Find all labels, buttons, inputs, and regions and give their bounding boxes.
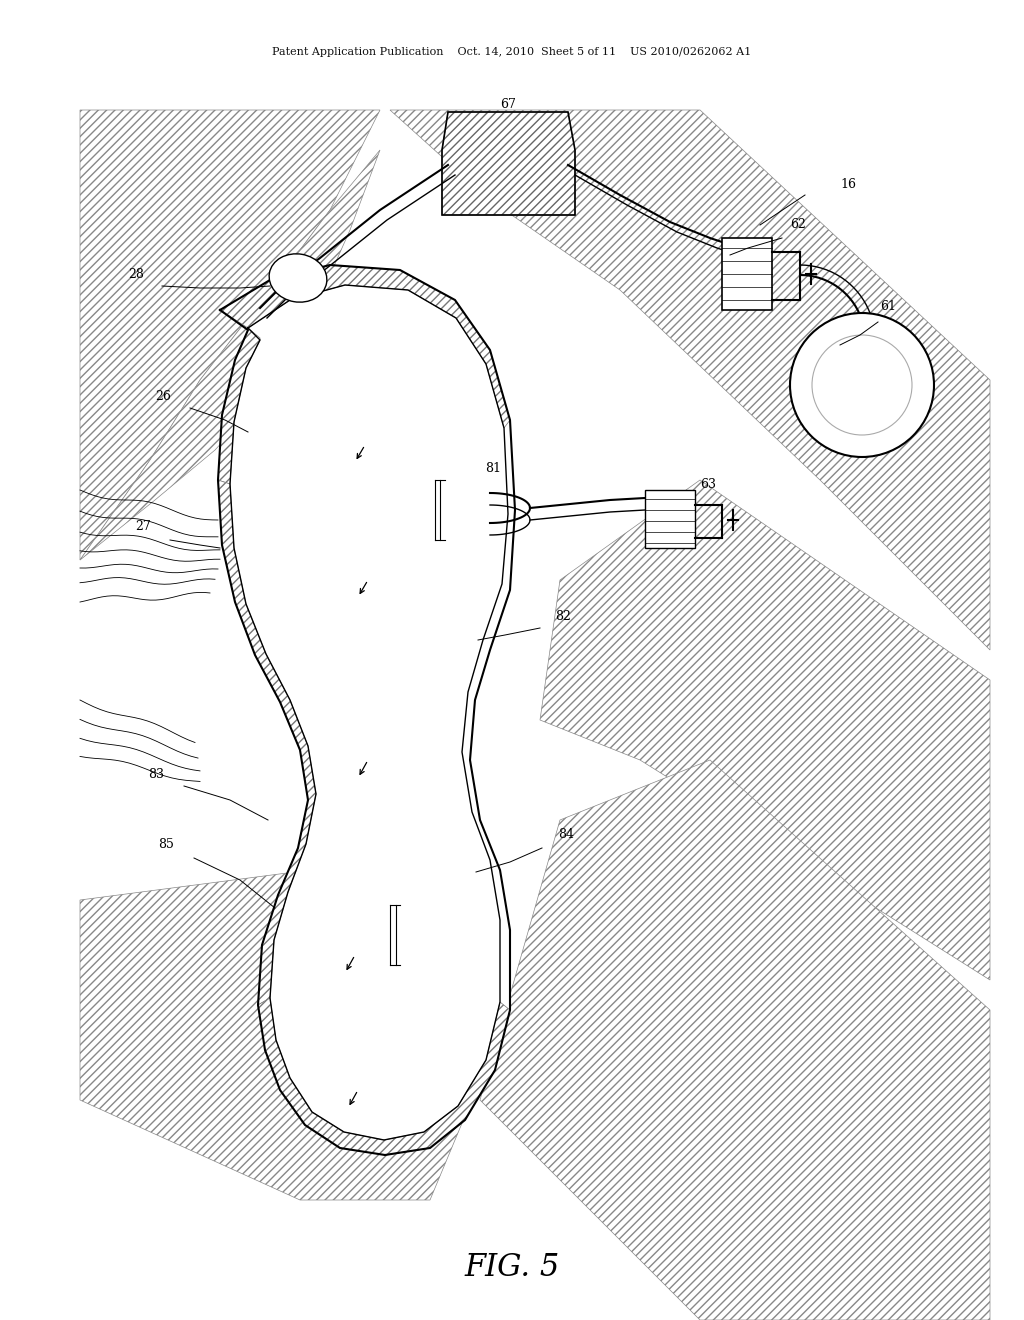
Polygon shape bbox=[390, 110, 990, 649]
Polygon shape bbox=[80, 150, 380, 560]
Text: 83: 83 bbox=[148, 768, 164, 781]
Polygon shape bbox=[480, 760, 990, 1320]
Text: FIG. 5: FIG. 5 bbox=[464, 1253, 560, 1283]
Text: 26: 26 bbox=[155, 389, 171, 403]
Ellipse shape bbox=[269, 253, 327, 302]
Text: 16: 16 bbox=[840, 178, 856, 191]
Text: 28: 28 bbox=[128, 268, 144, 281]
Text: 85: 85 bbox=[158, 838, 174, 851]
Polygon shape bbox=[80, 870, 480, 1200]
Text: 27: 27 bbox=[135, 520, 151, 533]
Text: 63: 63 bbox=[700, 478, 716, 491]
Text: 82: 82 bbox=[555, 610, 570, 623]
Polygon shape bbox=[258, 998, 510, 1155]
Polygon shape bbox=[80, 110, 380, 560]
Polygon shape bbox=[218, 327, 260, 484]
Text: 84: 84 bbox=[558, 828, 574, 841]
Circle shape bbox=[790, 313, 934, 457]
Text: 61: 61 bbox=[880, 300, 896, 313]
Text: Patent Application Publication    Oct. 14, 2010  Sheet 5 of 11    US 2010/026206: Patent Application Publication Oct. 14, … bbox=[272, 48, 752, 57]
Polygon shape bbox=[540, 480, 990, 979]
Polygon shape bbox=[442, 112, 575, 215]
Polygon shape bbox=[218, 480, 316, 1005]
Text: 62: 62 bbox=[790, 218, 806, 231]
Text: 67: 67 bbox=[500, 98, 516, 111]
FancyBboxPatch shape bbox=[722, 238, 772, 310]
Polygon shape bbox=[220, 265, 510, 428]
Polygon shape bbox=[218, 265, 515, 1155]
FancyBboxPatch shape bbox=[645, 490, 695, 548]
Text: 81: 81 bbox=[485, 462, 501, 475]
